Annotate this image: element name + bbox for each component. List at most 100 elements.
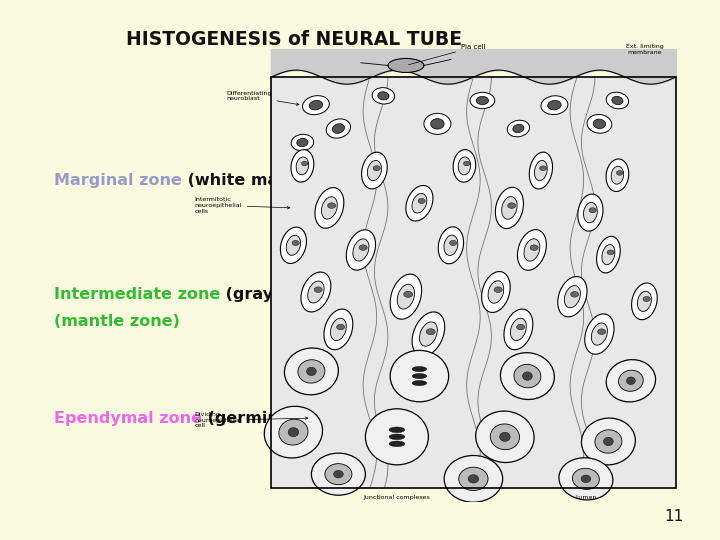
Ellipse shape [284, 348, 338, 395]
Ellipse shape [291, 134, 314, 151]
Ellipse shape [541, 96, 568, 114]
Ellipse shape [333, 124, 344, 133]
Ellipse shape [412, 374, 427, 379]
Text: Marginal zone: Marginal zone [54, 173, 182, 188]
Ellipse shape [389, 427, 405, 433]
Ellipse shape [326, 119, 351, 138]
Ellipse shape [302, 96, 329, 114]
Ellipse shape [523, 372, 532, 380]
Ellipse shape [587, 114, 612, 133]
Ellipse shape [346, 230, 376, 270]
Ellipse shape [426, 329, 435, 335]
Ellipse shape [593, 119, 606, 129]
Ellipse shape [637, 291, 652, 312]
Ellipse shape [333, 470, 343, 478]
Text: Dividing
neuroepithelial
cell: Dividing neuroepithelial cell [194, 412, 308, 428]
Ellipse shape [464, 161, 469, 166]
Ellipse shape [468, 475, 479, 483]
Ellipse shape [616, 171, 623, 175]
Ellipse shape [388, 58, 424, 72]
Ellipse shape [297, 138, 308, 147]
Ellipse shape [390, 274, 422, 319]
Ellipse shape [412, 193, 427, 213]
Ellipse shape [311, 453, 365, 495]
Ellipse shape [373, 166, 380, 171]
Ellipse shape [581, 475, 590, 483]
Ellipse shape [602, 245, 615, 265]
Ellipse shape [530, 245, 538, 251]
Ellipse shape [449, 240, 456, 246]
Ellipse shape [539, 166, 546, 171]
Text: (gray matter): (gray matter) [220, 287, 348, 302]
Ellipse shape [626, 377, 635, 384]
Ellipse shape [559, 458, 613, 500]
Ellipse shape [517, 324, 525, 330]
Ellipse shape [424, 113, 451, 134]
Ellipse shape [330, 318, 346, 341]
Ellipse shape [597, 237, 620, 273]
Ellipse shape [500, 353, 554, 400]
Ellipse shape [476, 97, 489, 105]
Ellipse shape [365, 409, 428, 465]
Ellipse shape [578, 194, 603, 231]
Ellipse shape [315, 187, 344, 228]
Ellipse shape [390, 350, 449, 402]
Ellipse shape [618, 370, 643, 392]
Ellipse shape [591, 323, 608, 345]
Ellipse shape [389, 434, 405, 440]
Text: (white matter): (white matter) [182, 173, 320, 188]
Ellipse shape [510, 318, 526, 341]
Ellipse shape [502, 197, 517, 219]
Ellipse shape [548, 100, 561, 110]
Ellipse shape [353, 239, 369, 261]
Ellipse shape [612, 96, 623, 105]
Ellipse shape [412, 381, 427, 386]
Ellipse shape [490, 424, 520, 450]
Ellipse shape [279, 419, 308, 445]
Ellipse shape [583, 202, 598, 223]
Text: Junctional complexes: Junctional complexes [364, 495, 431, 500]
Bar [271, 77, 676, 488]
Text: Lumen: Lumen [575, 495, 597, 500]
Ellipse shape [582, 418, 635, 465]
Ellipse shape [589, 208, 596, 213]
Ellipse shape [314, 287, 323, 293]
Ellipse shape [328, 203, 336, 208]
Ellipse shape [321, 197, 338, 219]
Ellipse shape [418, 198, 426, 204]
Ellipse shape [412, 367, 427, 372]
Ellipse shape [524, 239, 540, 261]
Ellipse shape [336, 324, 345, 330]
Ellipse shape [598, 329, 606, 334]
Ellipse shape [606, 360, 656, 402]
Ellipse shape [458, 157, 471, 175]
Ellipse shape [287, 235, 300, 255]
Text: Intermediate zone: Intermediate zone [54, 287, 220, 302]
Ellipse shape [534, 160, 547, 181]
Ellipse shape [431, 119, 444, 129]
Ellipse shape [307, 281, 324, 303]
Text: (germinal): (germinal) [202, 411, 302, 426]
Ellipse shape [494, 287, 503, 293]
Ellipse shape [302, 161, 307, 166]
Ellipse shape [359, 245, 367, 251]
Ellipse shape [572, 468, 599, 489]
Ellipse shape [488, 281, 504, 303]
Ellipse shape [372, 87, 395, 104]
Text: Ext. limiting
membrane: Ext. limiting membrane [626, 44, 663, 55]
Text: (mantle zone): (mantle zone) [54, 314, 180, 329]
Ellipse shape [514, 364, 541, 388]
Ellipse shape [389, 441, 405, 447]
Ellipse shape [438, 227, 464, 264]
Ellipse shape [280, 227, 307, 264]
Ellipse shape [495, 187, 523, 228]
Ellipse shape [476, 411, 534, 463]
Bar [271, 77, 676, 488]
Ellipse shape [288, 428, 299, 437]
Ellipse shape [603, 437, 613, 446]
Text: 11: 11 [665, 509, 684, 524]
Ellipse shape [404, 291, 413, 298]
Ellipse shape [307, 367, 316, 376]
Ellipse shape [397, 284, 415, 309]
Ellipse shape [631, 283, 657, 320]
